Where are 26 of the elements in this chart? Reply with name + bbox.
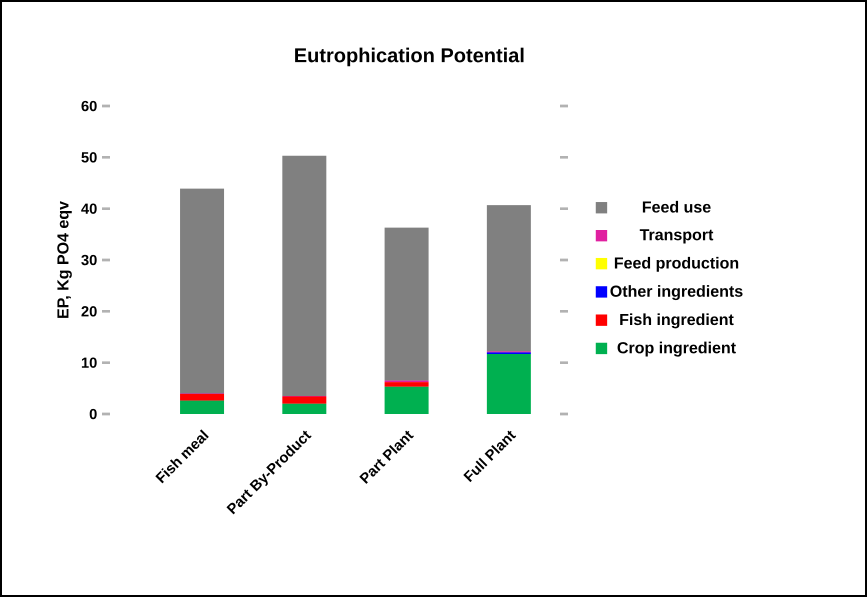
- legend-label: Feed production: [614, 256, 738, 272]
- bar: [180, 188, 224, 394]
- y-tick-label: 20: [81, 306, 97, 317]
- bar: [384, 386, 429, 414]
- bar: [180, 400, 224, 414]
- bar: [282, 404, 326, 414]
- bar: [384, 382, 429, 387]
- y-tick-label: 10: [82, 357, 97, 368]
- chart-title: Eutrophication Potential: [295, 48, 524, 66]
- bar: [180, 394, 224, 401]
- y-tick-label: 40: [81, 203, 97, 214]
- legend-label: Feed use: [642, 200, 711, 213]
- bar: [282, 396, 326, 404]
- bar: [384, 228, 429, 381]
- legend-label: Other ingredients: [610, 285, 743, 300]
- y-tick-label: 50: [81, 152, 97, 163]
- y-tick-label: 0: [90, 408, 97, 420]
- y-tick-label: 30: [81, 254, 97, 266]
- bar: [486, 354, 531, 414]
- legend-label: Transport: [640, 229, 714, 244]
- y-tick-label: 60: [82, 100, 97, 112]
- y-axis-title: EP, Kg PO4 eqv: [57, 201, 72, 318]
- legend-label: Fish ingredient: [620, 313, 734, 328]
- legend-label: Crop ingredient: [618, 342, 736, 357]
- bar: [486, 205, 531, 352]
- bar: [282, 156, 326, 396]
